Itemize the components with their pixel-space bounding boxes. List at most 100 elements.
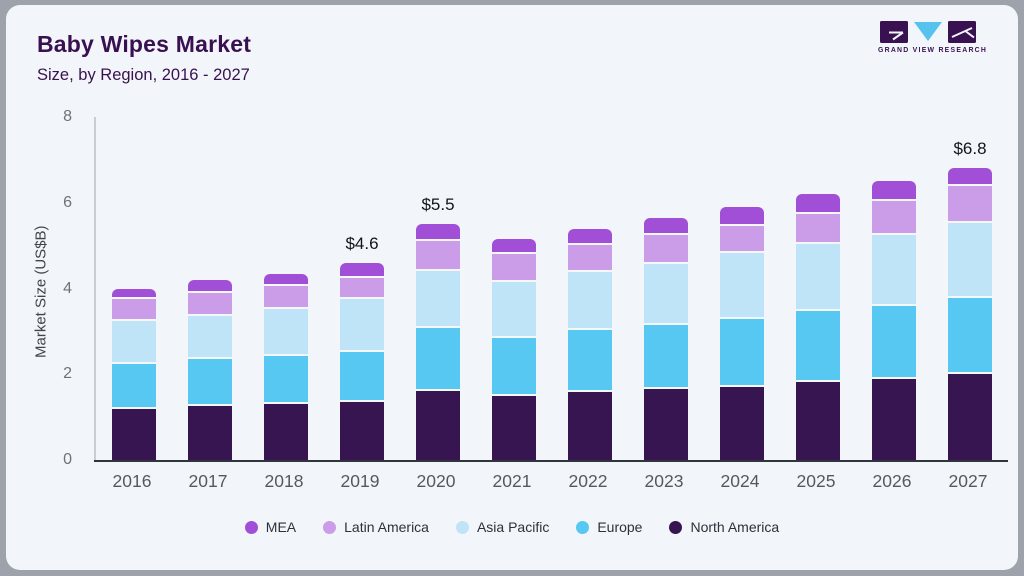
bar-group-2021 xyxy=(476,117,552,460)
gvr-logo: GRAND VIEW RESEARCH xyxy=(878,21,986,54)
bar-segment-asia-pacific-2025 xyxy=(796,244,840,312)
bar-segment-asia-pacific-2016 xyxy=(112,320,156,364)
total-label-2020: $5.5 xyxy=(421,195,455,215)
bar-segment-asia-pacific-2017 xyxy=(188,316,232,360)
bar-segment-asia-pacific-2021 xyxy=(492,282,536,338)
bar-group-2020: $5.5 xyxy=(400,117,476,460)
legend-item-mea: MEA xyxy=(244,519,297,535)
bar-segment-asia-pacific-2019 xyxy=(340,299,384,352)
bar-segment-europe-2021 xyxy=(492,337,536,396)
x-label-2027: 2027 xyxy=(948,471,988,491)
bar-segment-mea-2026 xyxy=(872,181,916,201)
bar-segment-north-america-2025 xyxy=(796,381,840,460)
bar-group-2025 xyxy=(780,117,856,460)
legend-dot-north-america xyxy=(669,520,683,534)
x-axis-labels: 2016 2017 2018 2019 2020 2021 2022 2023 2024 2025… xyxy=(94,471,1006,492)
x-label-2025: 2025 xyxy=(796,471,836,491)
bar-stack-2025 xyxy=(796,194,840,460)
bar-segment-north-america-2024 xyxy=(720,387,764,460)
bar-segment-asia-pacific-2027 xyxy=(948,222,992,298)
bar-group-2027: $6.8 xyxy=(932,117,1008,460)
bar-segment-north-america-2022 xyxy=(568,392,612,460)
y-tick-0: 0 xyxy=(63,451,72,468)
x-label-2026: 2026 xyxy=(872,471,912,491)
bar-segment-asia-pacific-2020 xyxy=(416,270,460,329)
bar-group-2018 xyxy=(248,117,324,460)
bar-segment-asia-pacific-2018 xyxy=(264,309,308,357)
bar-group-2026 xyxy=(856,117,932,460)
x-label-2018: 2018 xyxy=(264,471,304,491)
bar-segment-europe-2025 xyxy=(796,311,840,382)
bar-segment-north-america-2026 xyxy=(872,378,916,460)
total-label-2027: $6.8 xyxy=(953,139,987,159)
bar-group-2016 xyxy=(96,117,172,460)
bar-segment-europe-2019 xyxy=(340,351,384,403)
bar-segment-north-america-2027 xyxy=(948,374,992,460)
bar-segment-latin-america-2022 xyxy=(568,244,612,273)
bar-segment-mea-2017 xyxy=(188,279,232,293)
bar-segment-europe-2026 xyxy=(872,305,916,379)
legend-item-latin-america: Latin America xyxy=(323,519,429,535)
legend-item-asia-pacific: Asia Pacific xyxy=(455,519,549,535)
bar-segment-latin-america-2019 xyxy=(340,277,384,300)
bar-stack-2023 xyxy=(644,217,688,460)
bar-group-2022 xyxy=(552,117,628,460)
bar-stack-2020 xyxy=(416,224,460,460)
bar-segment-latin-america-2018 xyxy=(264,286,308,310)
bar-segment-europe-2024 xyxy=(720,319,764,388)
bar-group-2017 xyxy=(172,117,248,460)
bar-segment-north-america-2016 xyxy=(112,408,156,460)
bar-segment-mea-2023 xyxy=(644,217,688,235)
bar-segment-latin-america-2027 xyxy=(948,186,992,223)
legend-label-europe: Europe xyxy=(597,519,643,535)
page-title: Baby Wipes Market xyxy=(37,31,252,57)
x-label-2016: 2016 xyxy=(112,471,152,491)
bar-segment-mea-2022 xyxy=(568,228,612,245)
bar-segment-mea-2027 xyxy=(948,168,992,187)
y-tick-2: 2 xyxy=(63,365,72,383)
chart-card: Baby Wipes Market Size, by Region, 2016 … xyxy=(6,5,1018,570)
bar-segment-latin-america-2024 xyxy=(720,226,764,253)
legend-dot-asia-pacific xyxy=(455,520,469,534)
bar-segment-north-america-2018 xyxy=(264,404,308,460)
bar-segment-latin-america-2016 xyxy=(112,299,156,321)
bar-segment-mea-2021 xyxy=(492,239,536,255)
bar-segment-asia-pacific-2022 xyxy=(568,272,612,331)
legend-label-mea: MEA xyxy=(265,519,297,535)
x-label-2021: 2021 xyxy=(492,471,532,491)
x-label-2020: 2020 xyxy=(416,471,456,491)
bar-stack-2027 xyxy=(948,168,992,460)
x-label-2024: 2024 xyxy=(720,471,760,491)
bar-segment-latin-america-2021 xyxy=(492,254,536,283)
bar-segment-mea-2024 xyxy=(720,207,764,227)
bar-segment-latin-america-2023 xyxy=(644,234,688,265)
bar-segment-latin-america-2025 xyxy=(796,213,840,245)
plot-area: $4.6 $5.5 $6.8 xyxy=(94,117,1008,462)
bar-segment-europe-2018 xyxy=(264,356,308,405)
y-tick-4: 4 xyxy=(63,279,72,297)
bar-segment-latin-america-2026 xyxy=(872,200,916,235)
legend-dot-europe xyxy=(576,520,590,534)
bar-stack-2022 xyxy=(568,228,612,460)
bar-stack-2021 xyxy=(492,239,536,460)
x-label-2023: 2023 xyxy=(644,471,684,491)
bar-stack-2024 xyxy=(720,207,764,460)
bar-segment-asia-pacific-2024 xyxy=(720,252,764,320)
y-axis-ticks: 0 2 4 6 8 xyxy=(6,108,86,468)
y-tick-8: 8 xyxy=(63,108,72,125)
bar-stack-2026 xyxy=(872,181,916,460)
bar-segment-europe-2020 xyxy=(416,328,460,392)
bar-segment-north-america-2021 xyxy=(492,395,536,460)
gvr-logo-icon xyxy=(880,21,976,43)
bar-segment-latin-america-2020 xyxy=(416,241,460,271)
legend-dot-latin-america xyxy=(323,520,337,534)
bar-segment-north-america-2020 xyxy=(416,391,460,460)
bar-segment-mea-2019 xyxy=(340,262,384,278)
bar-segment-mea-2016 xyxy=(112,288,156,300)
bar-segment-europe-2016 xyxy=(112,363,156,409)
bar-segment-europe-2027 xyxy=(948,297,992,375)
bar-segment-latin-america-2017 xyxy=(188,292,232,317)
legend-label-north-america: North America xyxy=(690,519,780,535)
bar-segment-north-america-2019 xyxy=(340,402,384,460)
bar-segment-asia-pacific-2026 xyxy=(872,234,916,306)
